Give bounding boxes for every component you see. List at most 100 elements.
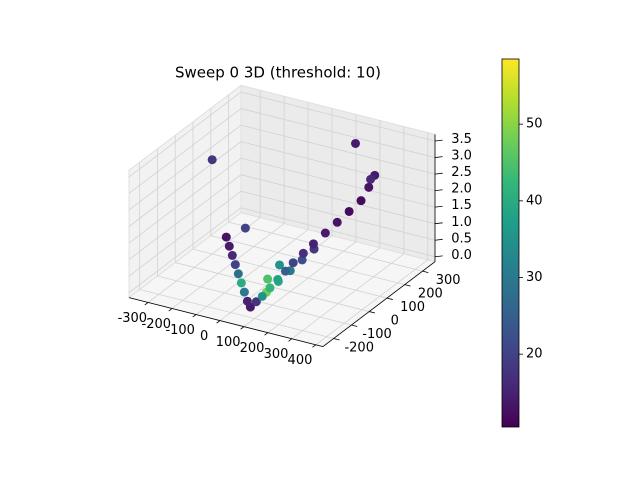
tick-mark [434,205,443,208]
point [230,260,240,270]
tick-mark [351,324,358,327]
grid-line [128,124,242,211]
tick-label: 400 [288,353,313,368]
tick-mark [216,320,221,324]
tick-label: 2.0 [451,182,472,197]
grid-line [128,157,242,244]
tick-label: -200 [142,317,172,332]
tick-label: -100 [362,327,392,342]
tick-label: 1.5 [451,198,472,213]
tick-mark [434,238,443,241]
tick-label: 300 [436,273,461,288]
grid-line [128,207,242,293]
point [320,228,330,238]
grid-line [240,207,436,258]
tick-label: 200 [240,341,265,356]
point [251,297,261,307]
grid-line [171,223,285,309]
tick-mark [312,344,317,348]
point [233,269,243,279]
tick-mark [434,139,443,142]
tick-label: 3.5 [451,132,472,147]
tick-mark [369,311,376,314]
point [332,217,342,227]
point [240,223,250,233]
grid-line [128,190,242,277]
tick-mark [422,270,429,274]
grid-line [315,259,429,346]
tick-mark [288,338,293,342]
grid-line [228,221,423,272]
tick-mark [386,297,393,300]
tick-label: -300 [118,311,148,326]
point [263,274,273,284]
tick-label: 100 [400,300,425,315]
grid-line [240,190,436,241]
grid-line [147,217,261,303]
grid-line [210,235,405,286]
grid-line [291,253,405,340]
point [221,232,231,242]
grid-line [128,91,242,178]
tick-mark [434,189,443,192]
chart-title: Sweep 0 3D (threshold: 10) [175,64,381,82]
grid-line [240,174,436,225]
tick-label: -100 [165,323,195,338]
tick-label: 0.0 [451,248,472,263]
grid-line [240,157,436,208]
x-axis [128,297,324,347]
tick-label: 0 [391,313,399,328]
grid-line [267,247,381,333]
point [227,250,237,260]
colorbar-tick-label: 50 [526,117,543,132]
point [273,275,283,285]
point [308,239,318,249]
grid-line [240,108,436,158]
point [344,206,354,216]
tick-label: 200 [418,287,443,302]
point [265,283,275,293]
grid-line [128,141,242,227]
tick-label: 100 [216,335,241,350]
tick-label: 2.5 [451,165,472,180]
colorbar-tick-label: 40 [526,193,543,208]
point [288,258,298,268]
point [239,287,249,297]
tick-label: 300 [264,347,289,362]
tick-label: 0 [200,329,208,344]
grid-line [240,91,436,142]
tick-mark [434,255,443,258]
point [242,296,252,306]
point [280,266,290,276]
y-axis [322,261,436,347]
point [236,278,246,288]
tick-mark [434,156,443,158]
point [257,291,267,301]
tick-label: 0.5 [451,231,472,246]
point [275,260,285,270]
grid-line [240,124,436,175]
tick-mark [434,172,443,175]
tick-label: 3.0 [451,149,472,164]
tick-mark [404,284,411,287]
point [298,248,308,258]
point [364,182,374,192]
point [350,138,360,148]
tick-mark [264,332,269,336]
tick-mark [192,314,197,318]
grid-line [128,108,242,194]
grid-line [128,174,242,260]
point [366,174,376,184]
grid-line [243,241,357,327]
tick-label: 1.0 [451,215,472,230]
point [224,241,234,251]
point [356,196,366,206]
tick-mark [240,326,245,330]
colorbar-tick-label: 30 [526,270,543,285]
tick-mark [168,308,173,312]
colorbar-tick-label: 20 [526,347,543,362]
grid-line [195,229,309,315]
tick-label: -200 [344,340,374,355]
grid-line [240,141,436,192]
